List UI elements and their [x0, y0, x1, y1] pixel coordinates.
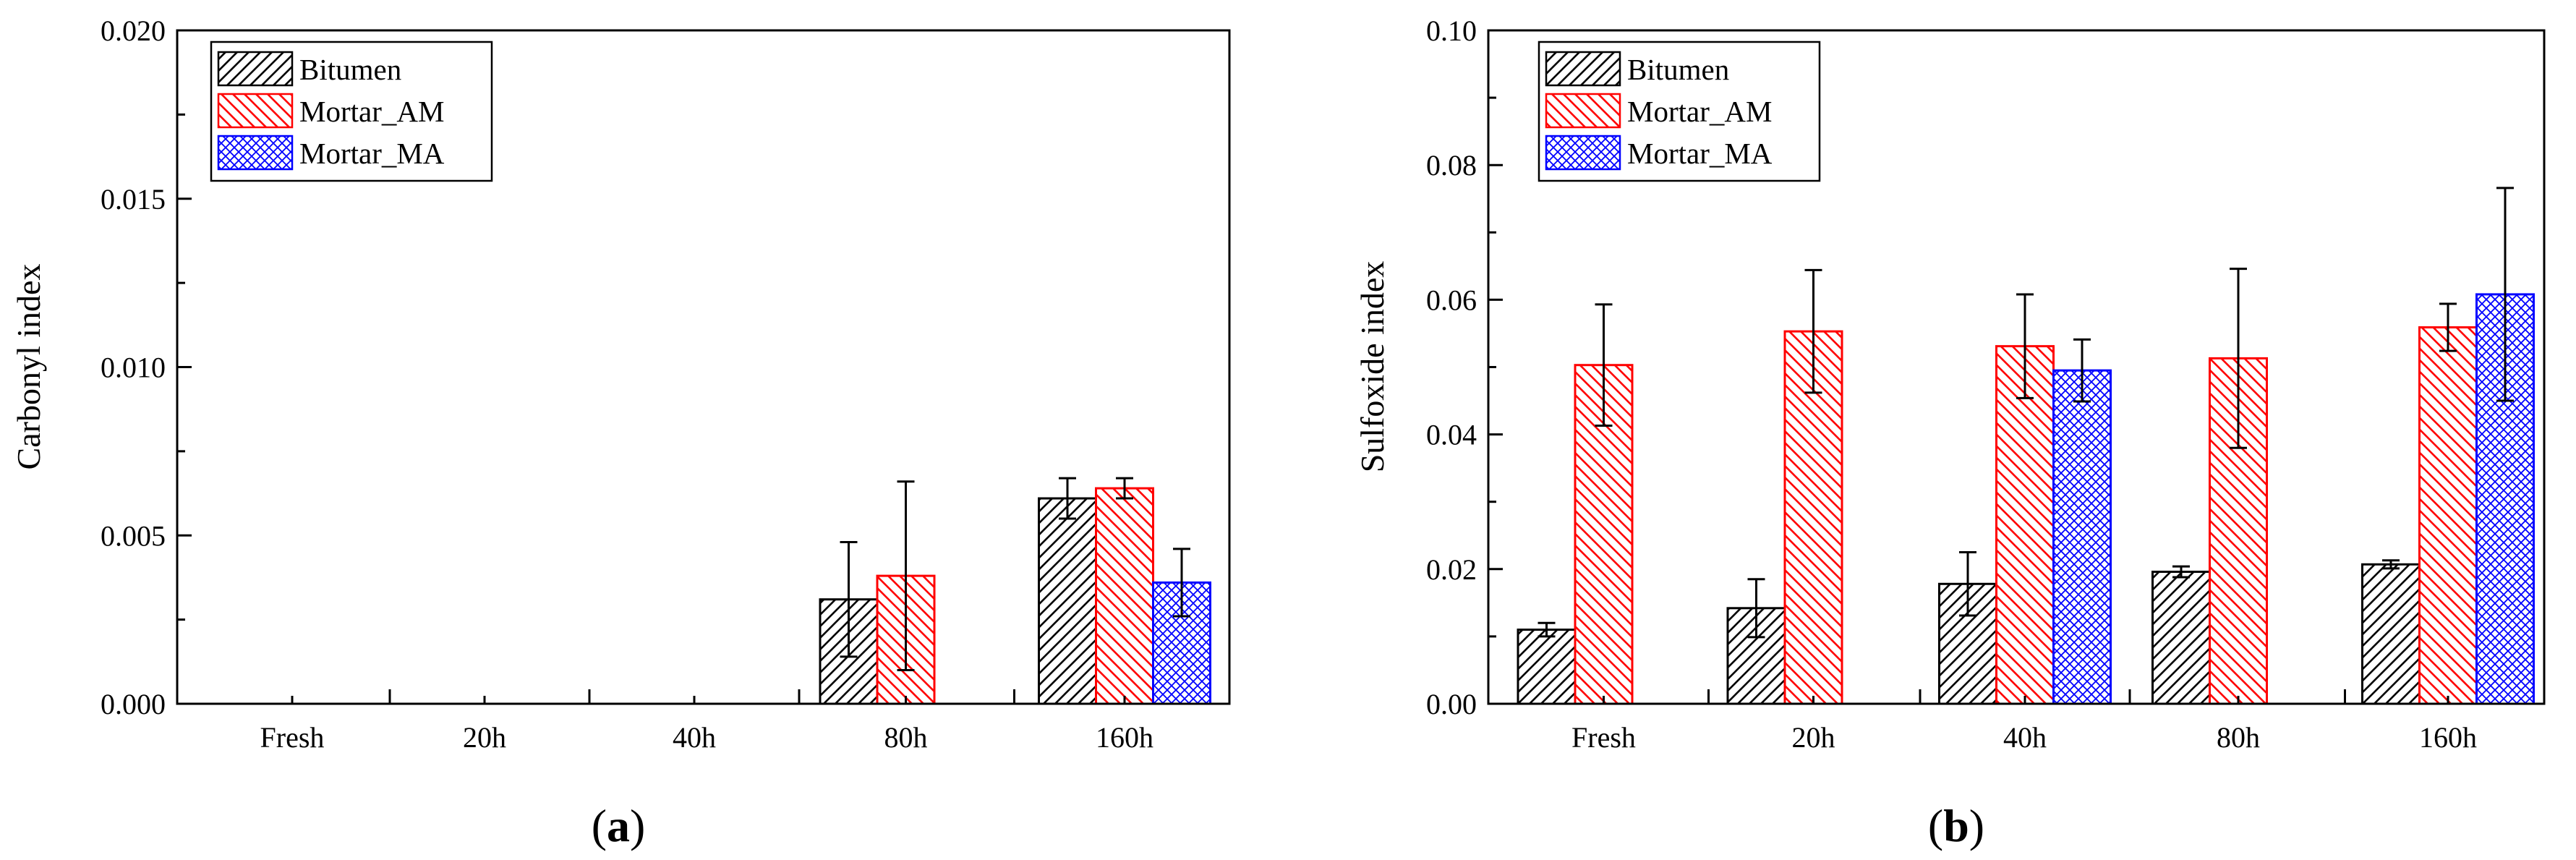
panel-a-bar-bitumen-160h [1038, 497, 1097, 705]
panel-b-y-tick-label: 0.08 [1426, 149, 1477, 182]
panel-a-legend: Bitumen Mortar_AM Mortar_MA [210, 41, 493, 182]
panel-b-sulfoxide: 0.00 0.02 0.04 0.06 0.08 0.10 Fresh 20h 40h 80h 1… [1354, 14, 2546, 851]
panel-a-legend-label-bitumen: Bitumen [299, 53, 401, 86]
panel-a-carbonyl: 0.000 0.005 0.010 0.015 0.020 Fresh 20h 40h 80h… [10, 14, 1231, 851]
panel-a-marks [819, 477, 1211, 705]
panel-b-error-bar-bitumen-160h [2382, 559, 2400, 570]
panel-b-y-tick-label: 0.10 [1426, 14, 1477, 47]
panel-b-legend-swatch-mortar-am [1545, 93, 1621, 129]
panel-b-error-bar-mortar-am-40h [2016, 293, 2034, 399]
panel-b-bar-bitumen-80h [2151, 571, 2211, 705]
panel-a-y-tick-label: 0.010 [101, 352, 166, 384]
panel-a-y-ticks: 0.000 0.005 0.010 0.015 0.020 [101, 14, 192, 720]
panel-b-error-bar-mortar-am-20h [1804, 268, 1822, 394]
panel-a-legend-swatch-mortar-ma [217, 135, 294, 171]
panel-b-error-bar-bitumen-20h [1747, 578, 1765, 639]
panel-a-error-bar-mortar-am-80h [897, 480, 915, 671]
panel-a-x-tick-label-fresh: Fresh [260, 721, 325, 754]
panel-b-y-tick-label: 0.02 [1426, 553, 1477, 586]
panel-a-legend-swatch-bitumen [217, 51, 294, 87]
panel-b-y-tick-label: 0.00 [1426, 688, 1477, 720]
panel-a-y-axis-label: Carbonyl index [10, 264, 47, 470]
panel-a-x-tick-label-20h: 20h [463, 721, 506, 754]
panel-a-x-tick-label-160h: 160h [1096, 721, 1153, 754]
panel-b-bar-mortar-am-160h [2418, 326, 2478, 705]
panel-a-y-tick-label: 0.020 [101, 14, 166, 47]
panel-a-legend-swatch-mortar-am [217, 93, 294, 129]
panel-b-label: (b) [1928, 800, 1984, 851]
panel-b-error-bar-mortar-am-fresh [1595, 303, 1613, 427]
panel-b-marks [1517, 187, 2535, 705]
panel-a-legend-label-mortar-am: Mortar_AM [299, 95, 444, 128]
panel-b-bar-mortar-ma-40h [2052, 369, 2112, 705]
panel-b-legend-label-bitumen: Bitumen [1627, 53, 1729, 86]
panel-b-x-tick-label-20h: 20h [1792, 721, 1835, 754]
panel-a-label: (a) [592, 800, 646, 851]
panel-b-error-bar-mortar-am-160h [2439, 302, 2457, 352]
panel-b-legend: Bitumen Mortar_AM Mortar_MA [1538, 41, 1821, 182]
panel-b-x-tick-label-80h: 80h [2217, 721, 2260, 754]
panel-b-legend-label-mortar-am: Mortar_AM [1627, 95, 1772, 128]
panel-b-legend-label-mortar-ma: Mortar_MA [1627, 137, 1773, 170]
panel-b-error-bar-mortar-am-80h [2230, 268, 2247, 449]
panel-b-error-bar-bitumen-fresh [1538, 621, 1556, 638]
panel-b-y-tick-label: 0.06 [1426, 284, 1477, 316]
panel-b-x-tick-label-160h: 160h [2419, 721, 2477, 754]
panel-a-error-bar-mortar-ma-160h [1173, 548, 1190, 618]
panel-b-bar-mortar-am-40h [1995, 345, 2055, 705]
panel-b-legend-swatch-bitumen [1545, 51, 1621, 87]
panel-b-x-ticks: Fresh 20h 40h 80h 160h [1571, 689, 2477, 754]
panel-a-error-bar-bitumen-160h [1059, 477, 1076, 520]
panel-a-error-bar-bitumen-80h [840, 541, 858, 658]
panel-b-legend-swatch-mortar-ma [1545, 135, 1621, 171]
panel-b-bar-mortar-am-20h [1783, 330, 1843, 705]
panel-a-x-ticks: Fresh 20h 40h 80h 160h [260, 689, 1153, 754]
panel-a-x-tick-label-40h: 40h [673, 721, 716, 754]
panel-b-error-bar-bitumen-40h [1959, 551, 1976, 617]
panel-a-y-tick-label: 0.015 [101, 183, 166, 216]
panel-b-error-bar-bitumen-80h [2172, 565, 2190, 579]
panel-a-error-bar-mortar-am-160h [1116, 477, 1133, 500]
panel-a-y-tick-label: 0.005 [101, 519, 166, 552]
panel-b-y-tick-label: 0.04 [1426, 419, 1477, 451]
panel-a-y-tick-label: 0.000 [101, 688, 166, 720]
panel-b-bar-bitumen-fresh [1517, 629, 1577, 705]
panel-b-y-ticks: 0.00 0.02 0.04 0.06 0.08 0.10 [1426, 14, 1503, 720]
panel-b-error-bar-mortar-ma-160h [2496, 187, 2514, 402]
panel-b-error-bar-mortar-ma-40h [2073, 338, 2091, 403]
panel-b-y-axis-label: Sulfoxide index [1354, 261, 1391, 473]
panel-a-legend-label-mortar-ma: Mortar_MA [299, 137, 445, 170]
panel-a-x-tick-label-80h: 80h [884, 721, 928, 754]
panel-b-x-tick-label-fresh: Fresh [1571, 721, 1636, 754]
panel-b-bar-bitumen-160h [2361, 563, 2421, 705]
panel-b-x-tick-label-40h: 40h [2003, 721, 2047, 754]
panel-a-bar-mortar-am-160h [1095, 487, 1154, 705]
